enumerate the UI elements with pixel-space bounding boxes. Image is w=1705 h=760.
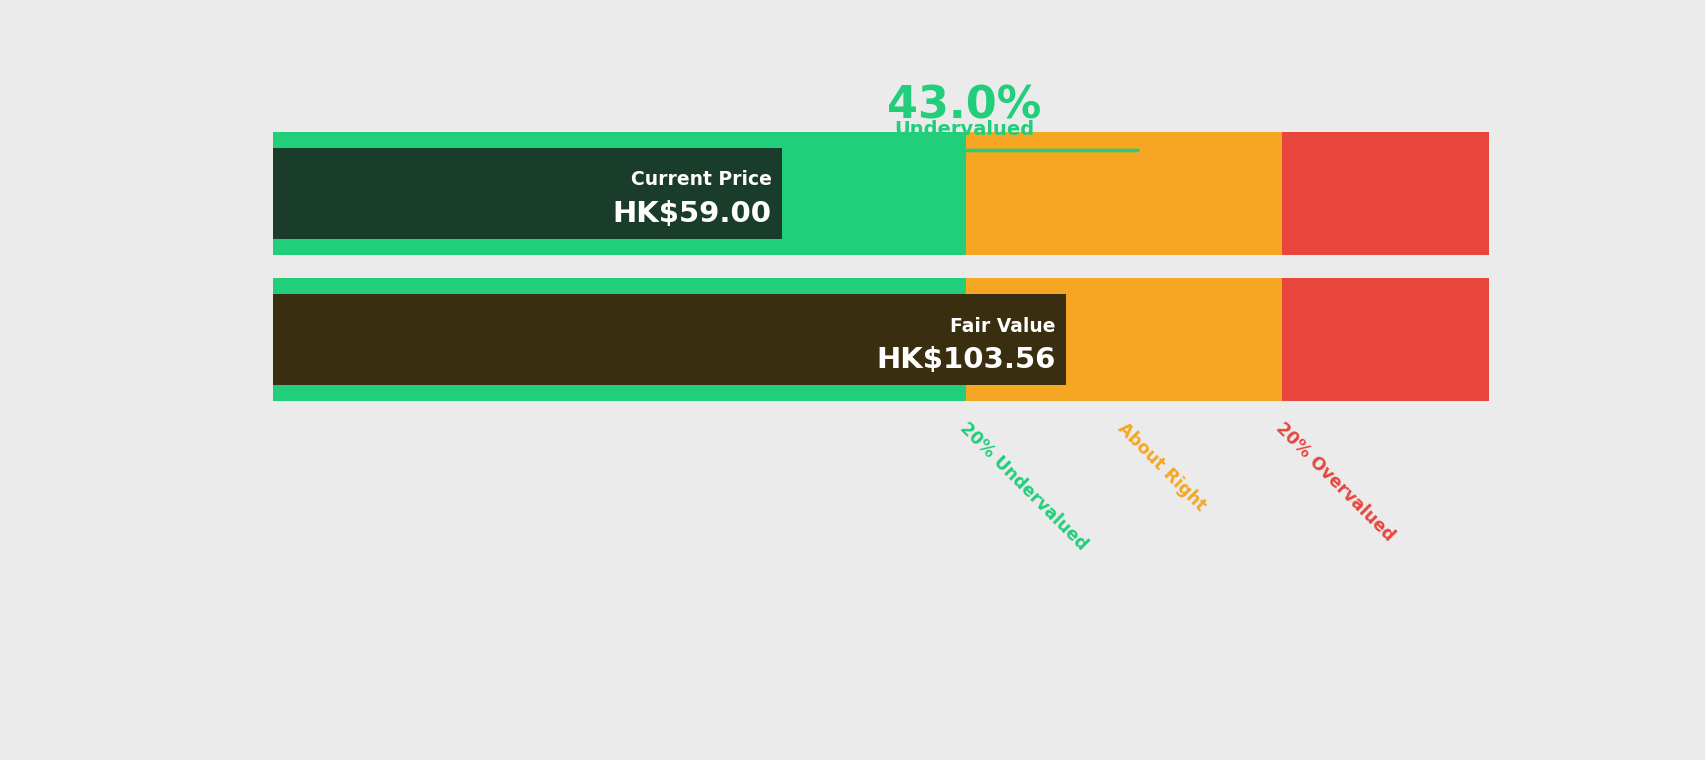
Text: HK$103.56: HK$103.56 [876,346,1055,374]
Text: 43.0%: 43.0% [887,84,1040,128]
Text: About Right: About Right [1113,419,1209,515]
Bar [1124,132,1282,255]
Bar [965,132,1124,255]
Bar [965,278,1124,401]
Bar [273,132,965,255]
Text: Current Price: Current Price [631,170,771,189]
Bar [273,278,965,401]
Text: 20% Undervalued: 20% Undervalued [955,419,1089,554]
Text: 20% Overvalued: 20% Overvalued [1272,419,1396,545]
Bar [1282,278,1488,401]
Text: Undervalued: Undervalued [893,120,1033,139]
Bar [273,148,783,239]
Bar [1124,278,1282,401]
Text: Fair Value: Fair Value [950,317,1055,336]
Bar [1282,132,1488,255]
Bar [273,294,1066,385]
Text: HK$59.00: HK$59.00 [612,200,771,227]
